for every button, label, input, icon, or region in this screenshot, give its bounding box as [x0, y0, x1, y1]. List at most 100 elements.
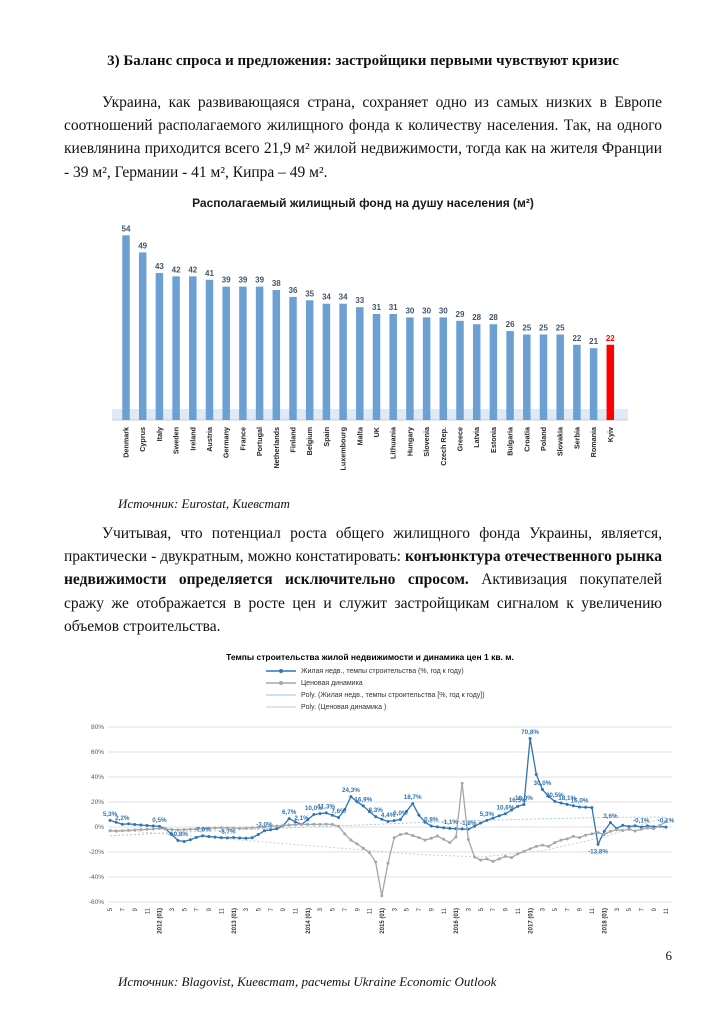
- legend-trendline-swatch: [266, 706, 296, 708]
- svg-text:0%: 0%: [95, 824, 105, 831]
- svg-text:2013 (01): 2013 (01): [232, 908, 238, 934]
- page-number: 6: [665, 948, 673, 963]
- svg-text:31: 31: [389, 303, 398, 312]
- svg-text:39: 39: [238, 275, 247, 284]
- svg-text:Bulgaria: Bulgaria: [506, 426, 515, 456]
- svg-text:40%: 40%: [91, 774, 104, 781]
- svg-text:Serbia: Serbia: [572, 426, 581, 449]
- svg-text:80%: 80%: [91, 724, 104, 731]
- svg-text:9: 9: [281, 907, 287, 911]
- svg-text:2,1%: 2,1%: [294, 815, 309, 822]
- svg-text:10,6%: 10,6%: [496, 804, 514, 811]
- svg-text:28: 28: [489, 313, 498, 322]
- legend-line-marker-swatch: [266, 681, 296, 685]
- svg-text:7: 7: [565, 907, 571, 911]
- svg-text:9: 9: [207, 907, 213, 911]
- svg-text:Austria: Austria: [205, 426, 214, 452]
- svg-text:25: 25: [539, 323, 548, 332]
- svg-text:24,3%: 24,3%: [342, 787, 360, 794]
- svg-text:34: 34: [339, 292, 348, 301]
- svg-text:9: 9: [355, 907, 361, 911]
- legend-item: Жилая недв., темпы строительства (%, год…: [266, 665, 662, 677]
- svg-text:5: 5: [405, 907, 411, 911]
- svg-text:42: 42: [172, 265, 181, 274]
- svg-text:Luxembourg: Luxembourg: [339, 427, 348, 471]
- svg-text:Slovakia: Slovakia: [556, 426, 565, 456]
- svg-text:25: 25: [522, 323, 531, 332]
- paragraph-demand-tail: Активизация покупателей сражу же отображ…: [64, 571, 662, 635]
- svg-text:7,6%: 7,6%: [331, 808, 346, 815]
- legend-item: Poly. (Жилая недв., темпы строительства …: [266, 689, 662, 701]
- svg-text:0,5%: 0,5%: [152, 817, 167, 824]
- svg-text:42: 42: [188, 265, 197, 274]
- svg-text:2012 (01): 2012 (01): [158, 908, 164, 934]
- svg-text:Poland: Poland: [539, 427, 548, 451]
- svg-text:7: 7: [269, 907, 275, 911]
- construction-price-line-chart: 80%60%40%20%0%-20%-40%-60%5,3%2,2% 0,5%-1…: [89, 724, 675, 934]
- svg-text:Germany: Germany: [222, 427, 231, 458]
- svg-text:41: 41: [205, 269, 214, 278]
- svg-text:25: 25: [556, 323, 565, 332]
- legend-trendline-swatch: [266, 694, 296, 696]
- svg-text:21: 21: [589, 337, 598, 346]
- bar-chart-title: Располагаемый жилищный фонд на душу насе…: [192, 195, 534, 210]
- svg-text:Cyprus: Cyprus: [138, 427, 147, 452]
- svg-text:5,3%: 5,3%: [480, 811, 495, 818]
- svg-text:10,0%: 10,0%: [305, 805, 323, 812]
- svg-text:Finland: Finland: [289, 427, 298, 453]
- svg-text:3: 3: [541, 907, 547, 911]
- svg-text:3: 3: [615, 907, 621, 911]
- svg-text:Croatia: Croatia: [522, 426, 531, 452]
- svg-text:54: 54: [122, 224, 131, 233]
- legend-item-label: Жилая недв., темпы строительства (%, год…: [301, 667, 464, 675]
- svg-text:8,3%: 8,3%: [368, 807, 383, 814]
- svg-text:30: 30: [439, 306, 448, 315]
- svg-text:Netherlands: Netherlands: [272, 427, 281, 469]
- svg-text:9: 9: [652, 907, 658, 911]
- svg-text:30,0%: 30,0%: [534, 780, 552, 787]
- paragraph-demand-lead: Учитывая, что потенциал роста общего жил…: [64, 524, 662, 565]
- svg-text:7: 7: [491, 907, 497, 911]
- svg-text:11: 11: [664, 907, 670, 914]
- svg-text:3: 3: [244, 907, 250, 911]
- svg-text:Hungary: Hungary: [405, 427, 414, 456]
- svg-text:2,2%: 2,2%: [115, 815, 130, 822]
- svg-text:France: France: [238, 427, 247, 451]
- legend-item: Poly. (Ценовая динамика ): [266, 701, 662, 713]
- svg-text:7: 7: [639, 907, 645, 911]
- svg-text:5: 5: [256, 907, 262, 911]
- legend-item-label: Poly. (Жилая недв., темпы строительства …: [301, 691, 485, 699]
- legend-item-label: Poly. (Ценовая динамика ): [301, 703, 387, 711]
- svg-text:4,4%: 4,4%: [381, 812, 396, 819]
- paragraph-housing-stock: Украина, как развивающаяся страна, сохра…: [64, 93, 662, 181]
- svg-text:-0,1%: -0,1%: [633, 818, 650, 825]
- svg-text:5: 5: [331, 907, 337, 911]
- svg-text:Kyiv: Kyiv: [606, 427, 615, 442]
- svg-text:-10,8%: -10,8%: [168, 831, 188, 838]
- svg-text:33: 33: [355, 296, 364, 305]
- svg-text:Belgium: Belgium: [305, 427, 314, 455]
- svg-text:Slovenia: Slovenia: [422, 426, 431, 457]
- svg-text:7: 7: [195, 907, 201, 911]
- svg-text:3: 3: [170, 907, 176, 911]
- svg-text:Italy: Italy: [155, 427, 164, 441]
- paragraph-demand: Учитывая, что потенциал роста общего жил…: [64, 522, 662, 638]
- svg-text:70,8%: 70,8%: [521, 729, 539, 736]
- svg-text:2015 (01): 2015 (01): [380, 908, 386, 934]
- svg-text:26: 26: [506, 320, 515, 329]
- svg-text:11: 11: [590, 907, 596, 914]
- housing-bar-chart: 54 Denmark 49 Cyprus 43 Italy 42 Sweden 42 Irelan…: [112, 224, 628, 471]
- svg-text:6,7%: 6,7%: [282, 809, 297, 816]
- source-note-line-chart: Источник: Blagovist, Киевстат, расчеты U…: [118, 974, 497, 989]
- svg-text:34: 34: [322, 292, 331, 301]
- svg-text:-1,1%: -1,1%: [442, 819, 459, 826]
- svg-text:-8,7%: -8,7%: [219, 828, 236, 835]
- svg-text:11: 11: [219, 907, 225, 914]
- legend-item: Ценовая динамика: [266, 677, 662, 689]
- svg-text:5: 5: [182, 907, 188, 911]
- svg-text:-7,0%: -7,0%: [194, 826, 211, 833]
- svg-text:5: 5: [108, 907, 114, 911]
- svg-text:-20%: -20%: [89, 849, 104, 856]
- line-chart-title: Темпы строительства жилой недвижимости и…: [226, 652, 514, 662]
